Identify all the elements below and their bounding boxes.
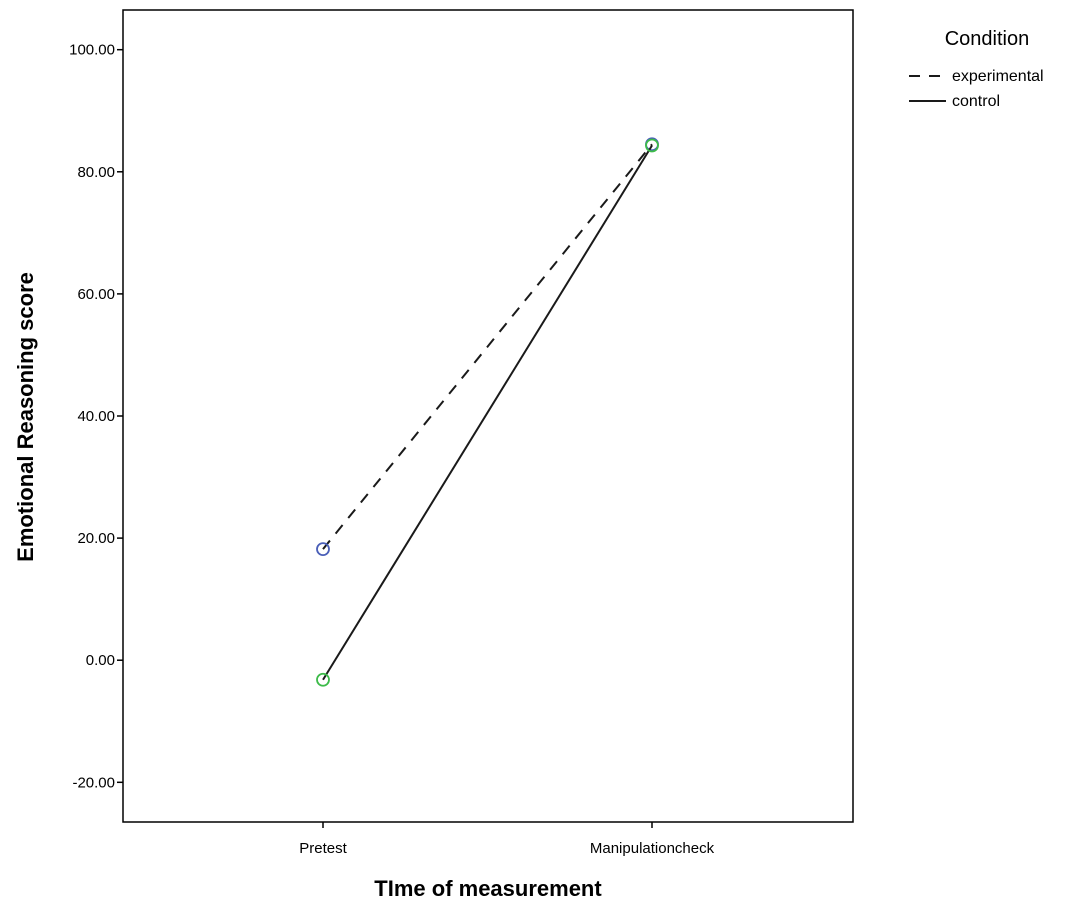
series-line-control — [322, 145, 653, 681]
x-axis-title: TIme of measurement — [374, 876, 602, 901]
legend-items: experimental control — [909, 68, 1044, 110]
data-point-control — [316, 672, 330, 687]
y-tick-label: -20.00 — [72, 774, 115, 791]
y-tick-label: 0.00 — [86, 652, 115, 669]
y-tick-label: 20.00 — [77, 530, 115, 547]
legend-label-experimental: experimental — [952, 68, 1044, 85]
series-layer — [316, 137, 659, 687]
x-axis: Pretest Manipulationcheck — [299, 822, 715, 857]
y-axis-title: Emotional Reasoning score — [13, 272, 38, 562]
x-tick-label: Pretest — [299, 840, 347, 857]
data-point-control — [645, 138, 659, 153]
y-tick-label: 40.00 — [77, 408, 115, 425]
y-tick-label: 100.00 — [69, 42, 115, 59]
y-tick-label: 80.00 — [77, 164, 115, 181]
y-axis: -20.00 0.00 20.00 40.00 60.00 80.00 100.00 — [69, 42, 123, 791]
series-line-experimental — [322, 143, 653, 550]
y-tick-label: 60.00 — [77, 286, 115, 303]
x-tick-label: Manipulationcheck — [590, 840, 715, 857]
legend-label-control: control — [952, 93, 1000, 110]
plot-frame — [122, 9, 854, 823]
data-point-experimental — [316, 542, 330, 556]
legend: Condition experimental control — [909, 28, 1044, 110]
legend-title: Condition — [945, 28, 1030, 50]
